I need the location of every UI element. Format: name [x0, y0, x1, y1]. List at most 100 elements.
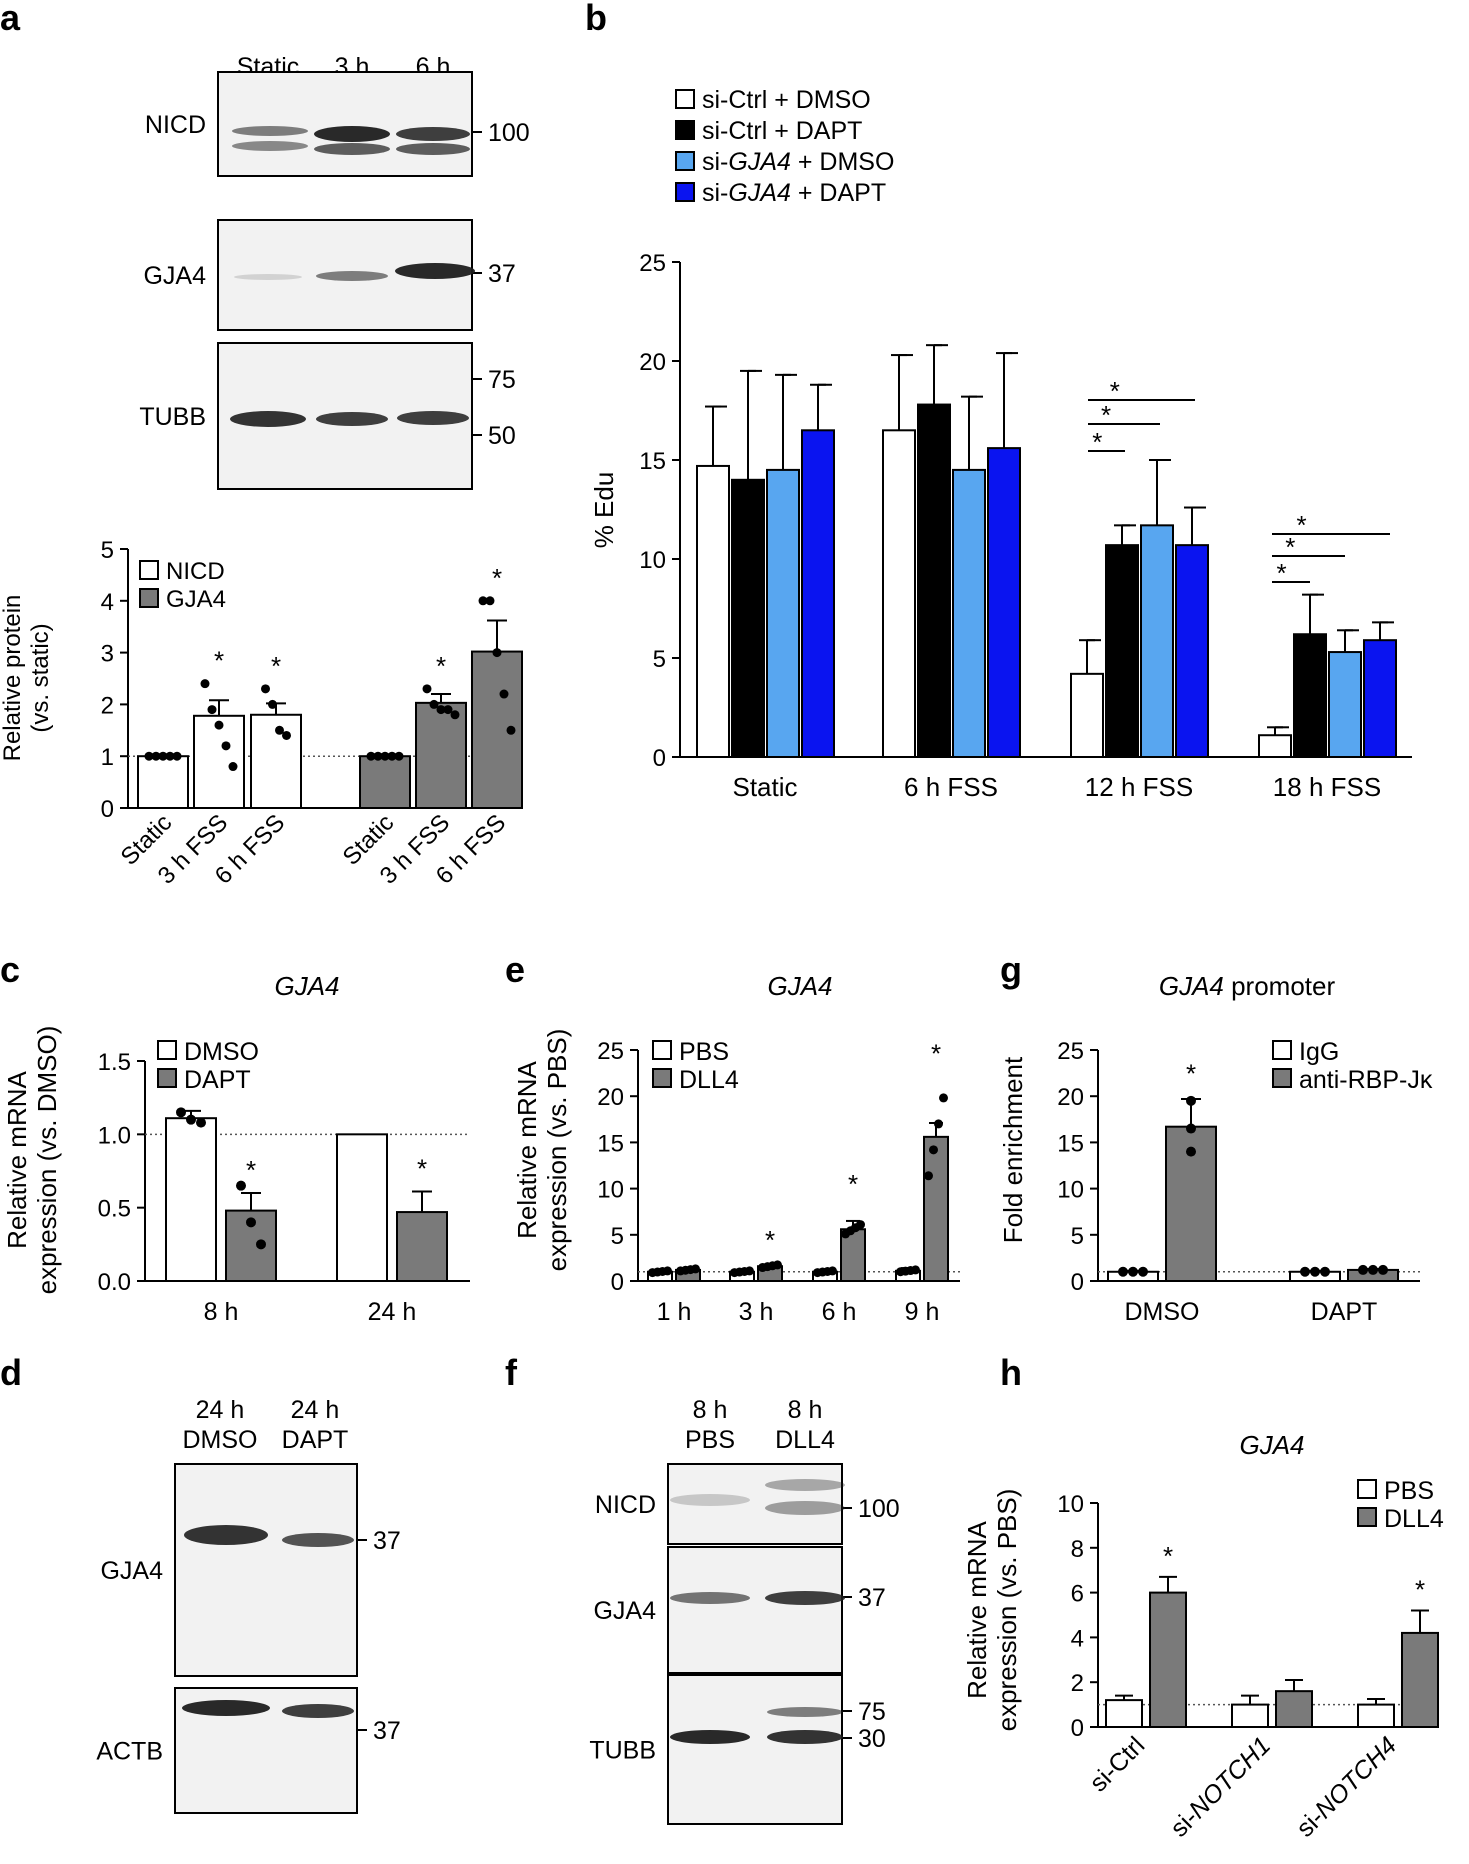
b-legend-label: si-GJA4 + DMSO: [702, 148, 894, 176]
c-data-point: [256, 1239, 266, 1250]
b-1-bar: [917, 403, 951, 758]
e-data-point: [934, 1119, 943, 1129]
c-ytick-label: 0.5: [98, 1196, 131, 1223]
blot-f-blot-panel: [667, 1546, 843, 1674]
c-dmso-legend-swatch: [157, 1040, 177, 1060]
b-0-bar: [1070, 672, 1104, 759]
e-data-point: [911, 1265, 920, 1275]
g-data-point: [1128, 1266, 1138, 1277]
c-ylabel-line: Relative mRNA: [2, 1070, 32, 1248]
chart-g-fold-enrichment: 0 5 10 15 20 25 GJA4 promoter Fold enrichment Ig…: [998, 971, 1433, 1326]
c-legend-dapt: DAPT: [184, 1066, 251, 1094]
e-ytick-label: 5: [611, 1223, 624, 1250]
blot-a-protein-label: NICD: [145, 111, 206, 139]
c-xtick-label: 8 h: [204, 1298, 239, 1326]
g-data-point: [1186, 1095, 1196, 1106]
c-0-bar: [165, 1117, 217, 1282]
blot-f-lane-label: DLL4: [775, 1426, 835, 1454]
b-ytick-label: 10: [639, 547, 666, 574]
a-data-point: [282, 730, 291, 740]
blot-f-band: [767, 1730, 843, 1744]
e-data-point: [929, 1145, 938, 1155]
e-ytick-label: 25: [597, 1038, 624, 1065]
g-ytick-label: 0: [1071, 1269, 1084, 1296]
a-data-point: [373, 751, 383, 761]
a-data-point: [422, 684, 432, 694]
e-data-point: [828, 1266, 837, 1276]
a-data-point: [506, 725, 516, 735]
h-ylabel-line: Relative mRNA: [962, 1520, 992, 1698]
b-2-bar: [952, 468, 986, 758]
e-data-point: [691, 1264, 700, 1274]
blot-a-blot-panel: [217, 71, 473, 177]
blot-f-band: [670, 1592, 750, 1604]
e-significance-star: *: [931, 1039, 941, 1069]
a-data-point: [261, 684, 270, 694]
g-legend-anti: anti-RBP-Jκ: [1299, 1066, 1433, 1094]
h-xtick-label: si-Ctrl: [1084, 1731, 1150, 1797]
h-xtick-label: si-NOTCH1: [1165, 1731, 1276, 1842]
blot-d-lane-label: 24 h: [196, 1396, 245, 1424]
a-data-point: [172, 751, 182, 761]
blot-a-band: [314, 126, 390, 142]
a-data-point: [485, 596, 495, 606]
g-data-point: [1368, 1264, 1378, 1275]
c-data-point: [186, 1114, 196, 1125]
blot-a-marker-label: 37: [488, 260, 516, 288]
e-ytick-label: 10: [597, 1177, 624, 1204]
b-series-1-legend-swatch: [675, 120, 695, 140]
h-0-bar: [1105, 1699, 1143, 1728]
blot-f-marker-label: 75: [858, 1698, 886, 1726]
panel-label-d: d: [0, 1352, 22, 1393]
blot-a-protein-label: GJA4: [143, 262, 206, 290]
e-pbs-legend-swatch: [652, 1040, 672, 1060]
g-data-point: [1118, 1266, 1128, 1277]
b-1-bar: [731, 478, 765, 758]
b-legend-label-part: si-: [702, 179, 728, 207]
c-significance-star: *: [417, 1154, 427, 1184]
e-data-point: [924, 1171, 933, 1181]
blot-d-lane-label: 24 h: [291, 1396, 340, 1424]
a-data-point: [268, 699, 277, 709]
c-xtick-label: 24 h: [368, 1298, 417, 1326]
a-gja4-bar: [415, 701, 467, 810]
a-data-point: [394, 751, 404, 761]
a-significance-star: *: [436, 651, 446, 681]
e-ytick-label: 15: [597, 1130, 624, 1157]
g-data-point: [1138, 1266, 1148, 1277]
blot-f-marker-label: 37: [858, 1584, 886, 1612]
e-legend-pbs: PBS: [679, 1038, 729, 1066]
h-xtick-label-part: si-Ctrl: [1084, 1731, 1150, 1797]
b-ytick-label: 25: [639, 250, 666, 277]
a-data-point: [436, 705, 446, 715]
c-data-point: [236, 1180, 246, 1191]
b-3-bar: [987, 447, 1021, 758]
h-1-bar: [1149, 1591, 1187, 1728]
e-legend-dll4: DLL4: [679, 1066, 739, 1094]
blot-a-marker-label: 100: [488, 119, 530, 147]
a-data-point: [443, 705, 453, 715]
b-series-3-legend-swatch: [675, 182, 695, 202]
b-1-bar: [1293, 633, 1327, 758]
e-significance-star: *: [765, 1225, 775, 1255]
a-ytick-label: 2: [101, 692, 114, 719]
b-0-bar: [882, 429, 916, 758]
a-data-point: [478, 596, 488, 606]
blot-d-band: [282, 1704, 354, 1718]
chart-b-edu: 0 5 10 15 20 25 % Edu si-Ctrl + DMSO si-Ctrl + D…: [589, 86, 1412, 802]
chart-e-gja4-mrna: 0 5 10 15 20 25 GJA4 Relative mRNAexpression (v…: [512, 971, 960, 1326]
blot-f-marker-label: 30: [858, 1725, 886, 1753]
b-legend-label-part: GJA4: [728, 148, 791, 176]
c-ytick-label: 1.0: [98, 1122, 131, 1149]
g-title-part: GJA4: [1159, 971, 1224, 1001]
blot-d-band: [282, 1533, 354, 1547]
blot-a-band: [395, 263, 475, 279]
a-nicd-bar: [193, 714, 245, 810]
a-data-point: [366, 751, 376, 761]
blot-f-protein-label: GJA4: [593, 1597, 656, 1625]
c-title: GJA4: [274, 971, 339, 1001]
chart-h-gja4-mrna: 0 2 4 6 8 10 GJA4 Relative mRNAexpression (vs. …: [962, 1430, 1444, 1843]
h-ytick-label: 6: [1071, 1581, 1084, 1608]
a-ytick-label: 4: [101, 589, 114, 616]
